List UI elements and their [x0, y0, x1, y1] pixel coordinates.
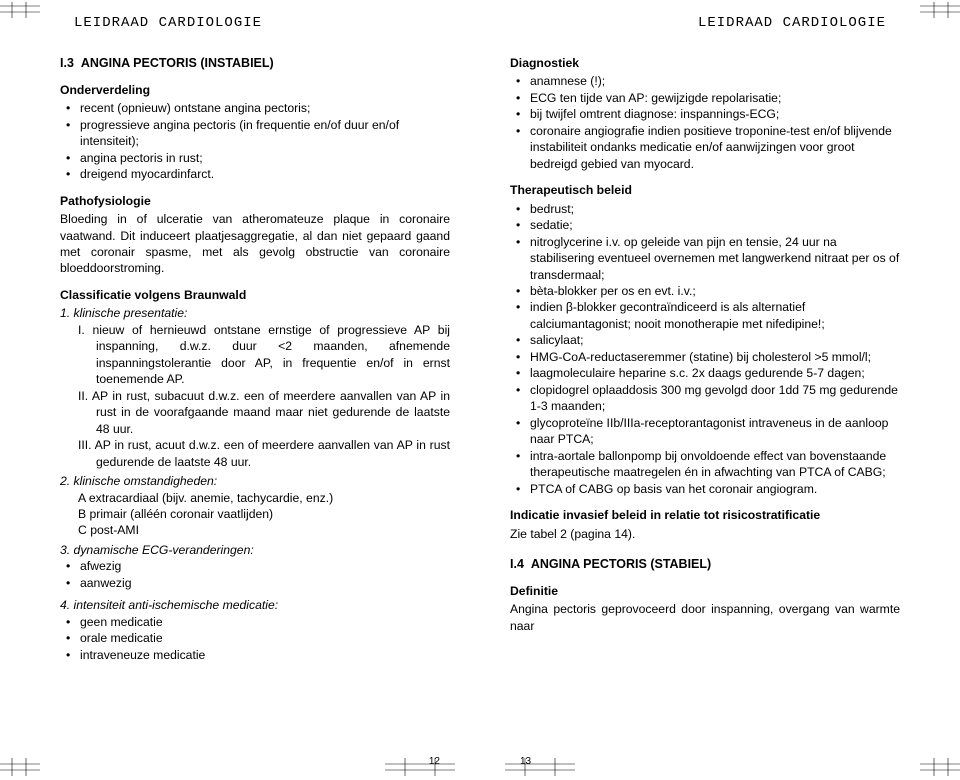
- c2-head: 2. klinische omstandigheden:: [60, 473, 450, 489]
- list-item: indien β-blokker gecontraïndiceerd is al…: [510, 299, 900, 332]
- running-head-left: LEIDRAAD CARDIOLOGIE: [60, 14, 450, 33]
- list-item: nitroglycerine i.v. op geleide van pijn …: [510, 234, 900, 283]
- list-item: dreigend myocardinfarct.: [60, 166, 450, 182]
- list-item: anamnese (!);: [510, 73, 900, 89]
- c2-B: B primair (alléén coronair vaatlijden): [60, 506, 450, 522]
- onder-list: recent (opnieuw) ontstane angina pectori…: [60, 100, 450, 182]
- ind-text: Zie tabel 2 (pagina 14).: [510, 526, 900, 542]
- list-item: coronaire angiografie indien positieve t…: [510, 123, 900, 172]
- page-right: LEIDRAAD CARDIOLOGIE Diagnostiek anamnes…: [480, 0, 960, 780]
- sub-def: Definitie: [510, 583, 900, 599]
- c2-A: A extracardiaal (bijv. anemie, tachycard…: [60, 490, 450, 506]
- c1-II: II. AP in rust, subacuut d.w.z. een of m…: [60, 388, 450, 437]
- list-item: clopidogrel oplaaddosis 300 mg gevolgd d…: [510, 382, 900, 415]
- list-item: geen medicatie: [60, 614, 450, 630]
- section-number-2: I.4: [510, 557, 524, 571]
- list-item: intraveneuze medicatie: [60, 647, 450, 663]
- c4-list: geen medicatie orale medicatie intravene…: [60, 614, 450, 663]
- ther-list: bedrust; sedatie; nitroglycerine i.v. op…: [510, 201, 900, 497]
- c3-head: 3. dynamische ECG-veranderingen:: [60, 542, 450, 558]
- list-item: angina pectoris in rust;: [60, 150, 450, 166]
- list-item: intra-aortale ballonpomp bij onvoldoende…: [510, 448, 900, 481]
- section-title-2: ANGINA PECTORIS (STABIEL): [531, 557, 711, 571]
- c4-head: 4. intensiteit anti-ischemische medicati…: [60, 597, 450, 613]
- list-item: orale medicatie: [60, 630, 450, 646]
- section-title: ANGINA PECTORIS (INSTABIEL): [81, 56, 274, 70]
- list-item: bèta-blokker per os en evt. i.v.;: [510, 283, 900, 299]
- section-heading: I.3 ANGINA PECTORIS (INSTABIEL): [60, 55, 450, 72]
- sub-ther: Therapeutisch beleid: [510, 182, 900, 198]
- list-item: aanwezig: [60, 575, 450, 591]
- list-item: bij twijfel omtrent diagnose: inspanning…: [510, 106, 900, 122]
- list-item: progressieve angina pectoris (in frequen…: [60, 117, 450, 150]
- list-item: salicylaat;: [510, 332, 900, 348]
- sub-diag: Diagnostiek: [510, 55, 900, 71]
- sub-onderverdeling: Onderverdeling: [60, 82, 450, 98]
- def-text: Angina pectoris geprovoceerd door inspan…: [510, 601, 900, 634]
- list-item: sedatie;: [510, 217, 900, 233]
- list-item: HMG-CoA-reductaseremmer (statine) bij ch…: [510, 349, 900, 365]
- patho-text: Bloeding in of ulceratie van atheromateu…: [60, 211, 450, 277]
- c3-list: afwezig aanwezig: [60, 558, 450, 591]
- sub-patho: Pathofysiologie: [60, 193, 450, 209]
- c2-C: C post-AMI: [60, 522, 450, 538]
- list-item: ECG ten tijde van AP: gewijzigde repolar…: [510, 90, 900, 106]
- list-item: laagmoleculaire heparine s.c. 2x daags g…: [510, 365, 900, 381]
- list-item: glycoproteïne IIb/IIIa-receptorantagonis…: [510, 415, 900, 448]
- c1-head: 1. klinische presentatie:: [60, 305, 450, 321]
- sub-ind: Indicatie invasief beleid in relatie tot…: [510, 507, 900, 523]
- page-left: LEIDRAAD CARDIOLOGIE I.3 ANGINA PECTORIS…: [0, 0, 480, 780]
- page-spread: LEIDRAAD CARDIOLOGIE I.3 ANGINA PECTORIS…: [0, 0, 960, 780]
- c1-I: I. nieuw of hernieuwd ontstane ernstige …: [60, 322, 450, 388]
- list-item: PTCA of CABG op basis van het coronair a…: [510, 481, 900, 497]
- list-item: afwezig: [60, 558, 450, 574]
- list-item: bedrust;: [510, 201, 900, 217]
- section-heading-2: I.4 ANGINA PECTORIS (STABIEL): [510, 556, 900, 573]
- c1-III: III. AP in rust, acuut d.w.z. een of mee…: [60, 437, 450, 470]
- section-number: I.3: [60, 56, 74, 70]
- diag-list: anamnese (!); ECG ten tijde van AP: gewi…: [510, 73, 900, 172]
- list-item: recent (opnieuw) ontstane angina pectori…: [60, 100, 450, 116]
- running-head-right: LEIDRAAD CARDIOLOGIE: [510, 14, 900, 33]
- sub-class: Classificatie volgens Braunwald: [60, 287, 450, 303]
